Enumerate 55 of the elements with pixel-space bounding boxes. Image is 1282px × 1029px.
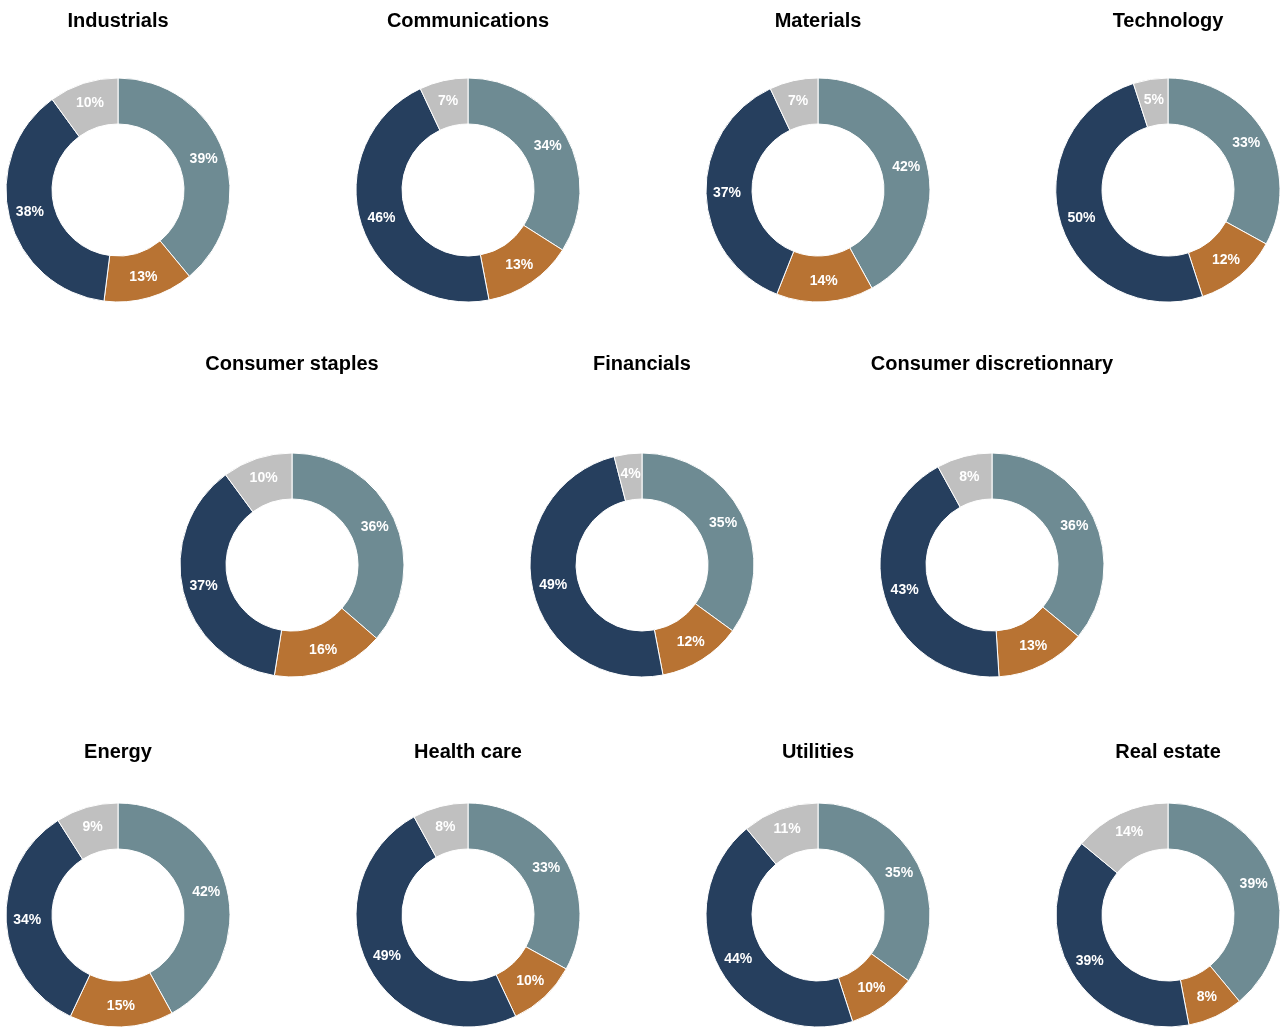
chart-title: Consumer discretionnary bbox=[870, 352, 1115, 375]
data-label: 39% bbox=[189, 149, 219, 166]
data-label: 12% bbox=[676, 632, 706, 649]
chart-title: Consumer staples bbox=[205, 352, 379, 375]
chart-title: Communications bbox=[386, 9, 550, 32]
chart-title: Financials bbox=[593, 352, 691, 375]
data-label: 49% bbox=[372, 947, 402, 964]
data-label: 34% bbox=[13, 911, 42, 928]
data-label: 10% bbox=[516, 972, 545, 989]
chart-title: Health care bbox=[414, 740, 522, 763]
data-label: 14% bbox=[809, 271, 839, 288]
data-label: 35% bbox=[885, 864, 914, 881]
data-label: 7% bbox=[438, 91, 459, 108]
data-label: 13% bbox=[129, 268, 158, 285]
data-label: 10% bbox=[857, 979, 887, 996]
data-label: 36% bbox=[1060, 516, 1089, 533]
data-label: 37% bbox=[189, 577, 219, 594]
data-label: 46% bbox=[367, 208, 397, 225]
data-label: 10% bbox=[249, 469, 279, 486]
chart-title: Materials bbox=[774, 9, 862, 32]
data-label: 39% bbox=[1239, 874, 1269, 891]
data-label: 39% bbox=[1075, 952, 1105, 969]
data-label: 42% bbox=[892, 158, 921, 175]
data-label: 4% bbox=[620, 465, 642, 482]
data-label: 8% bbox=[959, 467, 981, 484]
chart-title: Energy bbox=[84, 740, 153, 763]
chart-title: Utilities bbox=[781, 740, 855, 763]
chart-title: Technology bbox=[1112, 9, 1225, 32]
data-label: 49% bbox=[539, 575, 568, 592]
data-label: 33% bbox=[1232, 134, 1261, 151]
data-label: 12% bbox=[1211, 250, 1241, 267]
data-label: 13% bbox=[505, 255, 534, 272]
data-label: 36% bbox=[360, 517, 390, 534]
data-label: 35% bbox=[709, 514, 738, 531]
data-label: 16% bbox=[309, 641, 338, 658]
data-label: 44% bbox=[724, 949, 753, 966]
data-label: 14% bbox=[1115, 823, 1144, 840]
data-label: 8% bbox=[1196, 988, 1218, 1005]
chart-title: Real estate bbox=[1115, 740, 1221, 763]
data-label: 50% bbox=[1067, 208, 1097, 225]
data-label: 33% bbox=[532, 859, 561, 876]
chart-title: Industrials bbox=[67, 9, 169, 32]
data-label: 15% bbox=[106, 996, 136, 1013]
data-label: 10% bbox=[75, 94, 105, 111]
data-label: 11% bbox=[773, 820, 802, 837]
data-label: 43% bbox=[890, 581, 920, 598]
data-label: 38% bbox=[15, 203, 45, 220]
data-label: 37% bbox=[713, 183, 742, 200]
data-label: 7% bbox=[788, 91, 809, 108]
data-label: 9% bbox=[82, 818, 104, 835]
data-label: 34% bbox=[533, 136, 563, 153]
data-label: 8% bbox=[435, 817, 457, 834]
data-label: 42% bbox=[192, 883, 221, 900]
data-label: 5% bbox=[1143, 90, 1165, 107]
data-label: 13% bbox=[1019, 636, 1048, 653]
